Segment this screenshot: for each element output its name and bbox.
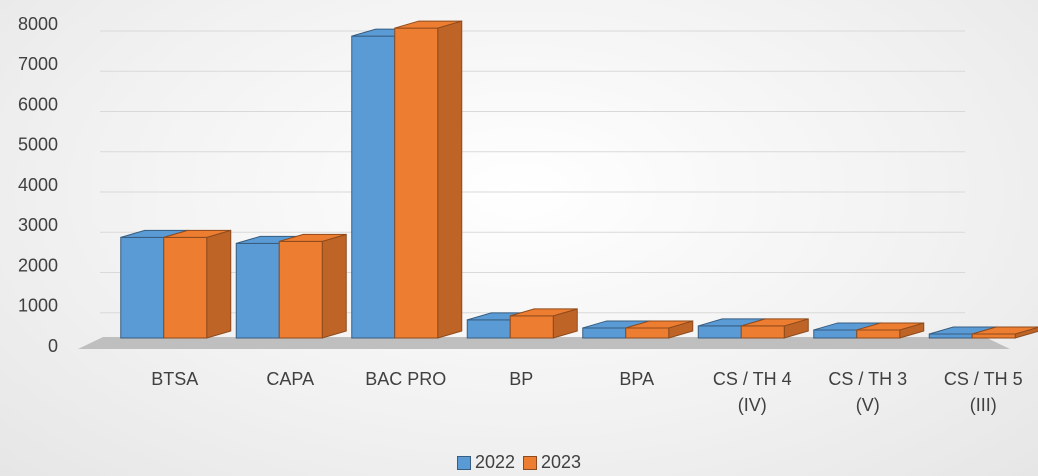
bar xyxy=(813,329,858,339)
x-tick-label: BTSA xyxy=(151,369,199,389)
legend-label: 2022 xyxy=(474,452,515,472)
y-tick-label: 5000 xyxy=(18,135,58,155)
bar xyxy=(928,333,973,339)
x-tick-label: CS / TH 3 (V) xyxy=(828,369,908,415)
bar-top xyxy=(510,308,578,317)
bar xyxy=(394,27,439,339)
bar-top xyxy=(741,318,809,327)
y-tick-label: 6000 xyxy=(18,94,58,114)
y-tick-label: 2000 xyxy=(18,255,58,275)
y-tick-label: 7000 xyxy=(18,54,58,74)
x-tick-label: CAPA xyxy=(266,369,315,389)
legend-item: 2023 xyxy=(523,452,581,473)
bar-top xyxy=(394,20,462,29)
floor xyxy=(78,337,1010,349)
bar xyxy=(509,315,554,339)
bar xyxy=(120,236,165,339)
x-tick-label: BP xyxy=(509,369,534,389)
legend-swatch xyxy=(523,455,537,470)
bar-top xyxy=(163,229,231,238)
y-tick-label: 0 xyxy=(48,336,58,356)
legend-swatch xyxy=(456,455,471,470)
bar xyxy=(697,325,742,339)
bar-side xyxy=(321,233,347,339)
bar xyxy=(351,35,396,339)
bar xyxy=(582,327,627,339)
y-tick-label: 1000 xyxy=(18,296,58,316)
bar xyxy=(625,327,670,339)
y-tick-label: 4000 xyxy=(18,175,58,195)
bar-side xyxy=(206,229,232,339)
bar xyxy=(278,240,323,339)
legend: 2022 2023 xyxy=(0,452,1038,475)
bar xyxy=(466,319,511,339)
y-tick-label: 3000 xyxy=(18,215,58,235)
x-tick-label: CS / TH 4 (IV) xyxy=(712,369,792,415)
bar-side xyxy=(437,20,463,339)
bar-top xyxy=(856,322,924,331)
bar xyxy=(163,236,208,339)
legend-item: 2022 xyxy=(456,452,515,473)
x-tick-label: BPA xyxy=(619,369,655,389)
y-tick-label: 8000 xyxy=(18,14,58,34)
bar xyxy=(235,242,280,339)
bar-top xyxy=(972,326,1038,335)
x-tick-label: BAC PRO xyxy=(365,369,447,389)
bar xyxy=(856,329,901,339)
bar-top xyxy=(625,320,693,329)
legend-label: 2023 xyxy=(541,452,582,472)
bar xyxy=(740,325,785,339)
bar-top xyxy=(279,233,347,242)
x-tick-label: CS / TH 5 (III) xyxy=(943,369,1023,415)
bar xyxy=(971,333,1016,339)
